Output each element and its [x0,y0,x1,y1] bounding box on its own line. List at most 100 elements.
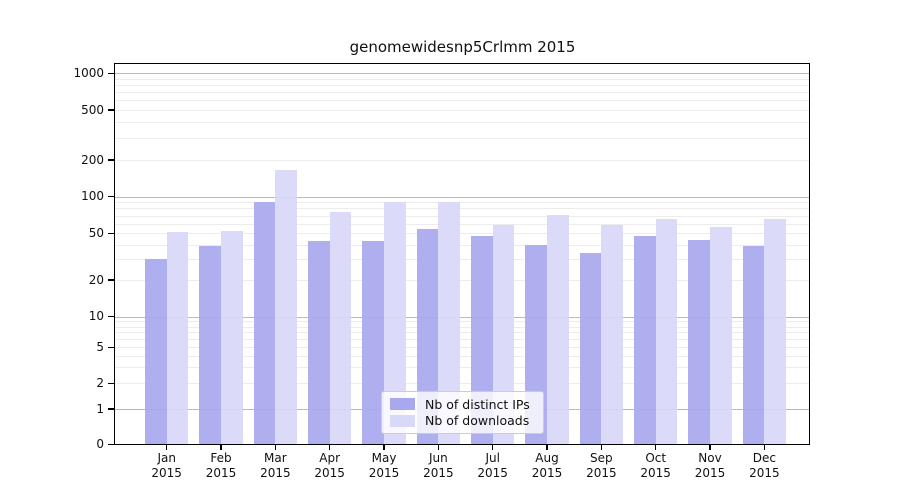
bar-distinct-ips [688,239,711,444]
y-tick-label: 10 [88,309,104,324]
x-tick-label: Dec 2015 [749,451,780,480]
minor-gridline [115,215,809,217]
x-tick-label: Nov 2015 [694,451,726,480]
x-tick-mark [383,445,385,450]
y-tick-label: 50 [88,225,104,240]
x-tick-mark [600,445,602,450]
bar-downloads [166,232,189,444]
y-tick-label: 500 [81,102,104,117]
bar-downloads [547,214,569,444]
y-tick-label: 20 [88,272,104,287]
bar-distinct-ips [253,202,276,444]
x-tick-mark [546,445,548,450]
bar-downloads [329,211,352,444]
bar-distinct-ips [579,252,602,444]
x-tick-label: Jul 2015 [477,451,508,480]
minor-gridline [115,78,809,80]
x-tick-label: Sep 2015 [586,451,617,480]
minor-gridline [115,122,809,124]
x-tick-label: Jan 2015 [151,451,182,480]
major-gridline [115,196,809,198]
y-tick-mark [108,109,114,111]
minor-gridline [115,233,809,235]
plot-area: Nb of distinct IPs Nb of downloads [114,63,810,445]
bar-downloads [764,218,787,444]
minor-gridline [115,332,809,334]
minor-gridline [115,367,809,369]
minor-gridline [115,259,809,261]
minor-gridline [115,100,809,102]
x-tick-mark [709,445,711,450]
minor-gridline [115,208,809,210]
bar-distinct-ips [416,229,439,444]
legend-item: Nb of distinct IPs [390,396,535,412]
x-tick-mark [655,445,657,450]
minor-gridline [115,356,809,358]
legend-label: Nb of distinct IPs [425,396,530,412]
x-tick-label: Apr 2015 [314,451,345,480]
bar-downloads [275,170,298,444]
major-gridline [115,73,809,75]
bar-downloads [438,202,461,444]
y-tick-label: 0 [96,437,104,451]
y-tick-mark [108,196,114,198]
minor-gridline [115,110,809,111]
bar-downloads [492,225,515,444]
y-tick-label: 5 [96,339,104,354]
bar-distinct-ips [145,259,167,444]
x-tick-label: May 2015 [368,451,400,480]
major-gridline [115,316,809,318]
bar-downloads [601,225,624,444]
minor-gridline [115,202,809,204]
y-tick-mark [108,159,114,161]
minor-gridline [115,85,809,87]
minor-gridline [115,244,809,246]
legend-swatch-downloads [390,414,415,427]
bar-distinct-ips [199,245,222,444]
y-tick-mark [108,346,114,348]
bar-downloads [221,231,243,444]
legend-label: Nb of downloads [425,413,530,429]
bar-distinct-ips [362,240,385,444]
bar-distinct-ips [633,236,656,444]
x-tick-label: Jun 2015 [423,451,454,480]
x-tick-label: Mar 2015 [260,451,291,480]
x-tick-mark [274,445,276,450]
y-tick-mark [108,316,114,318]
x-tick-mark [763,445,765,450]
bar-downloads [710,227,732,444]
minor-gridline [115,280,809,281]
y-tick-label: 2 [96,375,104,390]
bar-distinct-ips [742,245,765,444]
bar-distinct-ips [307,240,330,444]
minor-gridline [115,321,809,323]
legend-item: Nb of downloads [390,413,535,429]
y-tick-mark [108,443,114,446]
x-tick-label: Aug 2015 [531,451,563,480]
y-tick-label: 100 [81,189,104,204]
x-tick-mark [166,445,168,450]
y-tick-mark [108,72,114,74]
y-tick-mark [108,408,114,410]
minor-gridline [115,137,809,139]
bar-downloads [655,218,678,444]
chart-title: genomewidesnp5Crlmm 2015 [349,38,576,56]
y-tick-mark [108,232,114,234]
y-tick-label: 200 [81,152,104,167]
x-tick-mark [329,445,331,450]
minor-gridline [115,92,809,94]
x-tick-mark [492,445,494,450]
legend: Nb of distinct IPs Nb of downloads [381,391,544,434]
legend-swatch-distinct-ips [390,398,415,411]
x-tick-label: Feb 2015 [205,451,237,480]
minor-gridline [115,383,809,385]
bar-downloads [384,202,406,444]
minor-gridline [115,339,809,341]
y-tick-mark [108,382,114,384]
minor-gridline [115,223,809,225]
minor-gridline [115,160,809,161]
minor-gridline [115,347,809,349]
x-tick-mark [220,445,222,450]
y-tick-label: 1000 [73,65,104,80]
